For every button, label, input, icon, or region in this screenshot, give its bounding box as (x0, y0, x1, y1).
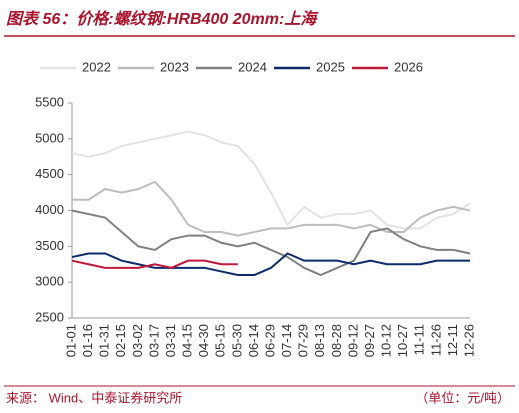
legend-label: 2022 (82, 59, 111, 74)
x-tick-label: 07-29 (296, 324, 311, 357)
chart-title: 图表 56：价格:螺纹钢:HRB400 20mm:上海 (6, 10, 319, 28)
x-tick-label: 03-02 (130, 324, 145, 357)
legend-label: 2024 (238, 59, 267, 74)
x-tick-label: 05-15 (213, 324, 228, 357)
x-tick-label: 07-14 (279, 324, 294, 357)
x-tick-label: 02-15 (113, 324, 128, 357)
x-tick-label: 10-27 (395, 324, 410, 357)
series-line (71, 252, 470, 276)
series-line (71, 209, 471, 277)
x-tick-label: 08-13 (312, 324, 327, 357)
series-line (71, 130, 471, 230)
x-tick-label: 12-11 (445, 324, 460, 356)
x-tick-label: 01-31 (97, 324, 112, 357)
legend-label: 2025 (316, 59, 345, 74)
series-line (72, 180, 471, 237)
x-tick-label: 05-30 (229, 324, 244, 357)
y-tick-label: 2500 (35, 309, 64, 324)
x-tick-label: 06-14 (246, 324, 261, 357)
x-tick-label: 10-12 (379, 324, 394, 357)
y-tick-label: 4500 (35, 166, 64, 181)
x-tick-label: 11-26 (428, 324, 443, 356)
y-tick-label: 3000 (35, 274, 64, 289)
series-line (71, 259, 238, 269)
x-tick-label: 04-15 (180, 324, 195, 357)
legend-label: 2023 (160, 59, 189, 74)
legend-label: 2026 (394, 59, 423, 74)
y-tick-label: 5000 (35, 130, 64, 145)
x-tick-label: 09-12 (345, 324, 360, 357)
y-tick-label: 4000 (35, 202, 64, 217)
x-tick-label: 12-26 (461, 324, 476, 357)
y-tick-label: 3500 (35, 238, 64, 253)
source: 来源： Wind、中泰证券研究所 (6, 390, 182, 405)
x-tick-label: 08-28 (329, 324, 344, 357)
y-tick-label: 5500 (35, 94, 64, 109)
x-tick-label: 03-31 (163, 324, 178, 357)
unit: （单位：元/吨） (415, 390, 510, 405)
x-tick-label: 09-27 (362, 324, 377, 357)
x-tick-label: 06-29 (262, 324, 277, 357)
x-tick-label: 01-16 (80, 324, 95, 357)
x-tick-label: 03-17 (146, 324, 161, 357)
x-tick-label: 01-01 (63, 324, 78, 357)
x-tick-label: 11-11 (412, 324, 427, 355)
x-tick-label: 04-30 (196, 324, 211, 357)
